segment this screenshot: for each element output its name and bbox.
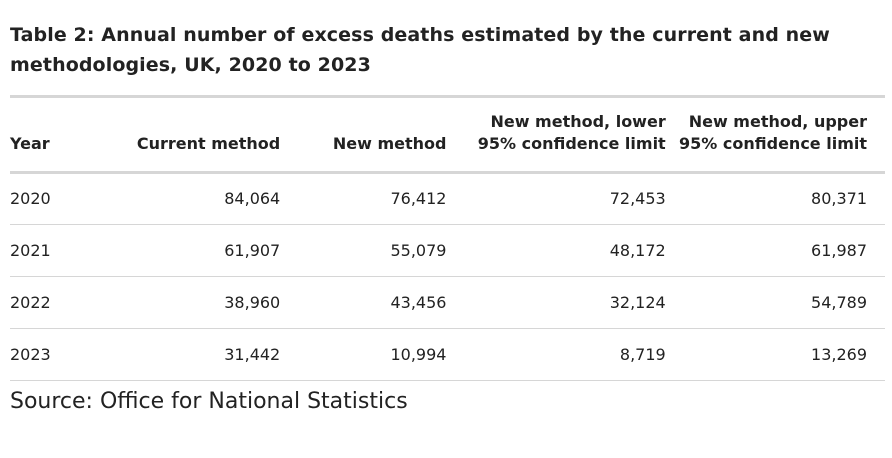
source-note: Source: Office for National Statistics [10, 388, 408, 414]
cell-year: 2023 [10, 344, 51, 364]
cell-year: 2022 [10, 292, 51, 312]
cell-new-method: 43,456 [390, 292, 447, 312]
column-header-current-method: Current method [136, 133, 281, 153]
cell-new-method: 76,412 [390, 189, 447, 208]
column-header-year: Year [10, 133, 50, 153]
cell-lower-limit: 32,124 [609, 292, 666, 312]
table-container: Table 2: Annual number of excess deaths … [10, 20, 885, 417]
cell-lower-limit: 48,172 [609, 240, 666, 260]
table-title-line-2: methodologies, UK, 2020 to 2023 [10, 54, 371, 76]
cell-current-method: 31,442 [224, 344, 281, 364]
column-header-upper-limit: New method, upper 95% confidence limit [666, 98, 885, 172]
table-row: 2021 61,907 55,079 48,172 61,987 [10, 224, 885, 276]
column-header-lower-line-1: New method, lower [490, 111, 666, 131]
table-title-line-1: Table 2: Annual number of excess deaths … [10, 24, 830, 46]
cell-lower-limit: 8,719 [619, 344, 666, 364]
excess-deaths-table: Year Current method New method New metho… [10, 98, 885, 381]
cell-year: 2021 [10, 240, 51, 260]
column-header-lower-line-2: 95% confidence limit [477, 133, 666, 153]
column-header-upper-line-2: 95% confidence limit [679, 133, 867, 153]
cell-upper-limit: 13,269 [811, 344, 867, 364]
table-title: Table 2: Annual number of excess deaths … [10, 20, 885, 80]
table-row: 2022 38,960 43,456 32,124 54,789 [10, 276, 885, 328]
cell-new-method: 10,994 [390, 344, 447, 364]
table-row: 2023 31,442 10,994 8,719 13,269 [10, 328, 885, 380]
cell-current-method: 84,064 [224, 189, 281, 208]
column-header-lower-limit: New method, lower 95% confidence limit [446, 98, 666, 172]
table-row: 2020 84,064 76,412 72,453 80,371 [10, 172, 885, 224]
cell-upper-limit: 54,789 [811, 292, 867, 312]
top-divider [10, 95, 885, 98]
cell-upper-limit: 61,987 [811, 240, 867, 260]
cell-new-method: 55,079 [390, 240, 447, 260]
cell-year: 2020 [10, 189, 51, 208]
cell-upper-limit: 80,371 [811, 189, 867, 208]
cell-current-method: 61,907 [224, 240, 281, 260]
column-header-new-method: New method [332, 133, 447, 153]
cell-lower-limit: 72,453 [609, 189, 666, 208]
table-header-row: Year Current method New method New metho… [10, 98, 885, 172]
cell-current-method: 38,960 [224, 292, 281, 312]
column-header-upper-line-1: New method, upper [688, 111, 867, 131]
